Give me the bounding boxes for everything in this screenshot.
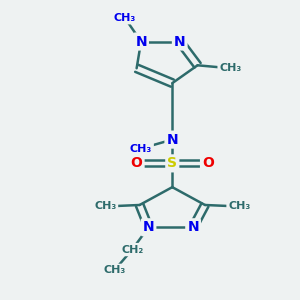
Text: CH₃: CH₃	[94, 202, 116, 212]
Text: N: N	[135, 34, 147, 49]
Text: CH₃: CH₃	[130, 143, 152, 154]
Text: N: N	[174, 34, 185, 49]
Text: CH₃: CH₃	[219, 63, 242, 73]
Text: N: N	[187, 220, 199, 234]
Text: CH₃: CH₃	[114, 13, 136, 23]
Text: CH₃: CH₃	[228, 202, 250, 212]
Text: N: N	[167, 133, 178, 147]
Text: CH₂: CH₂	[121, 244, 143, 255]
Text: CH₃: CH₃	[103, 266, 125, 275]
Text: N: N	[143, 220, 154, 234]
Text: O: O	[131, 156, 142, 170]
Text: S: S	[167, 156, 177, 170]
Text: O: O	[202, 156, 214, 170]
